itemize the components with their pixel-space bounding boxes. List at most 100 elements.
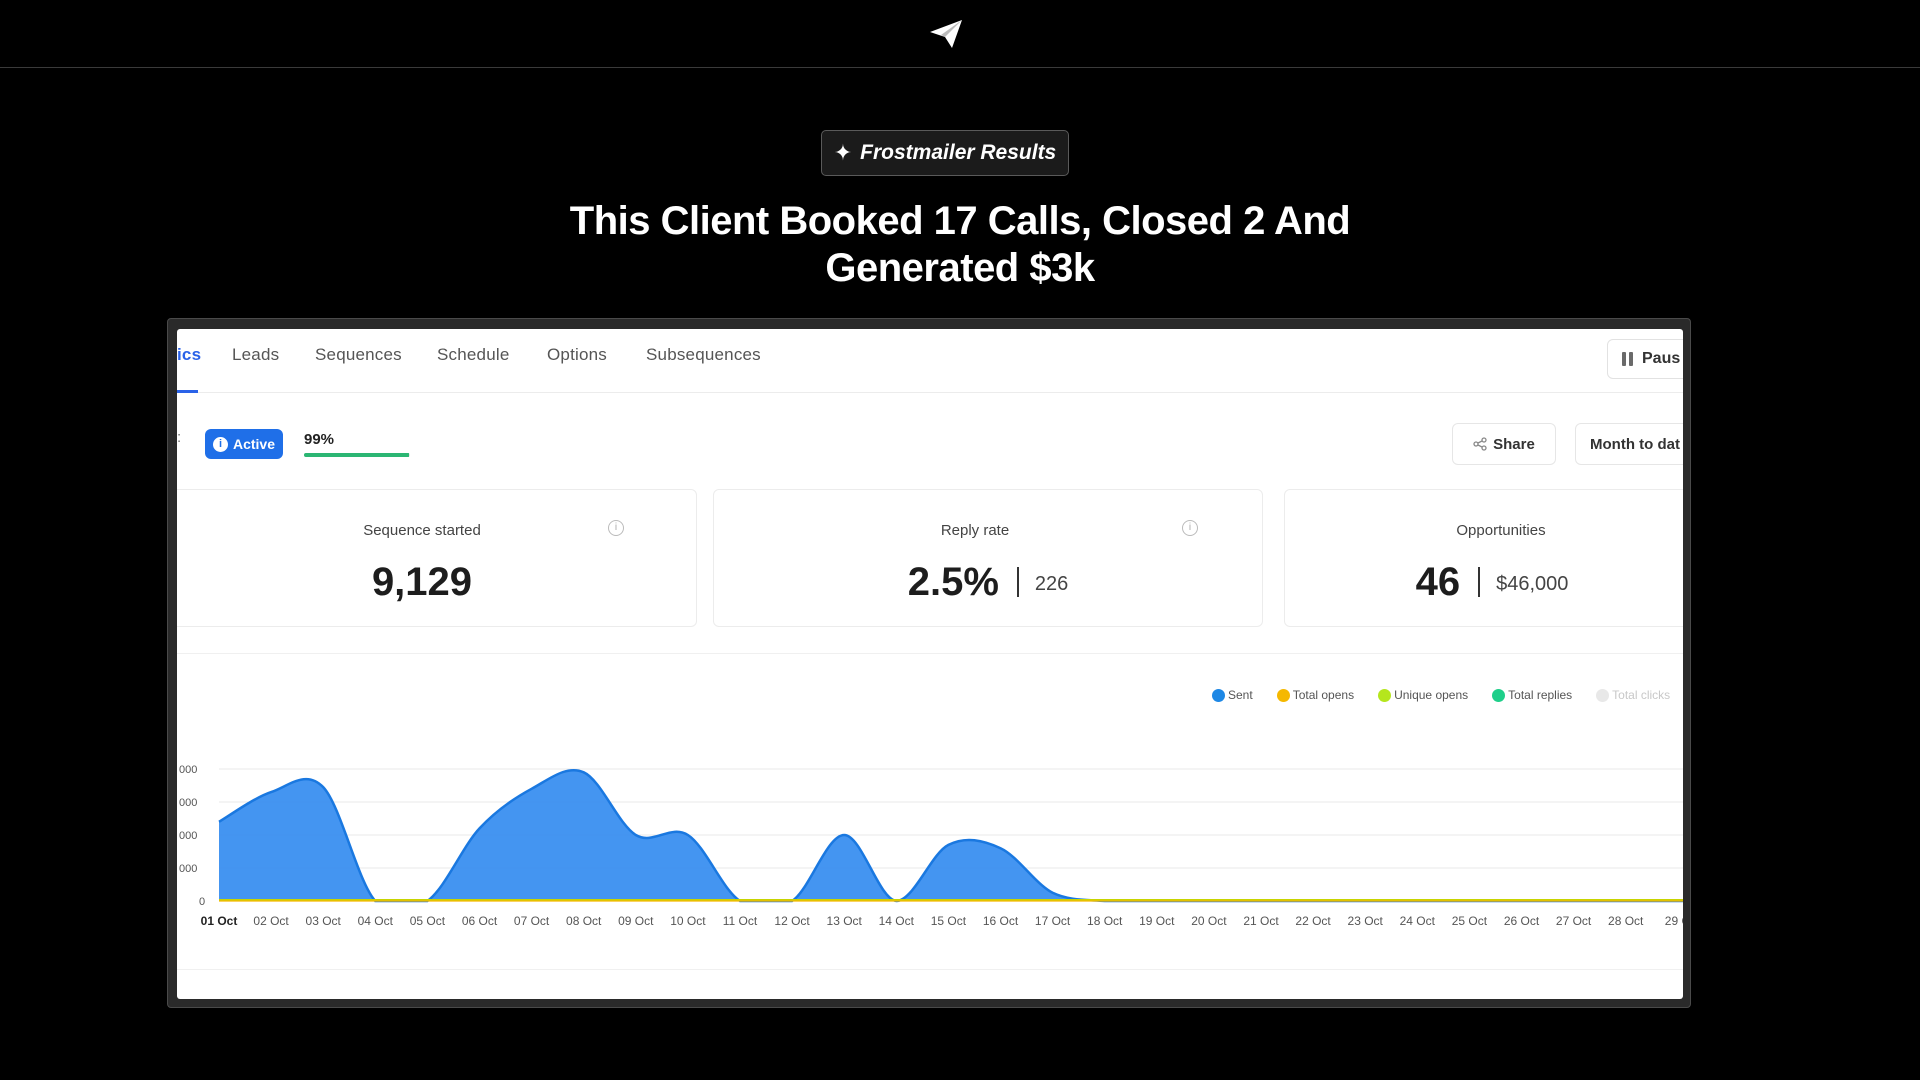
- x-tick-label: 29 O: [1665, 914, 1683, 928]
- tab-sequences[interactable]: Sequences: [315, 345, 402, 364]
- status-badge[interactable]: i Active: [205, 429, 283, 459]
- legend-item[interactable]: Sent: [1212, 685, 1253, 705]
- progress-percentage: 99%: [304, 431, 335, 448]
- results-badge: ✦ Frostmailer Results: [821, 130, 1069, 176]
- info-icon[interactable]: i: [608, 520, 624, 536]
- y-tick-label: 000: [179, 764, 197, 776]
- stat-card-sequence-started: Sequence started i 9,129: [177, 489, 697, 627]
- x-tick-label: 24 Oct: [1400, 914, 1436, 928]
- top-bar: [0, 0, 1920, 68]
- tab-analytics[interactable]: ics: [177, 345, 202, 364]
- legend-label: Unique opens: [1394, 688, 1469, 702]
- share-button-label: Share: [1493, 435, 1535, 453]
- info-icon[interactable]: i: [1182, 520, 1198, 536]
- x-tick-label: 06 Oct: [462, 914, 498, 928]
- x-tick-label: 15 Oct: [931, 914, 967, 928]
- stat-card-opportunities: Opportunities 46 $46,000: [1284, 489, 1683, 627]
- status-label-colon: :: [177, 429, 182, 446]
- headline-line-1: This Client Booked 17 Calls, Closed 2 An…: [569, 199, 1351, 243]
- x-tick-label: 02 Oct: [253, 914, 289, 928]
- paper-plane-icon[interactable]: [928, 18, 964, 50]
- x-tick-label: 18 Oct: [1087, 914, 1123, 928]
- date-range-select[interactable]: Month to dat: [1575, 423, 1683, 465]
- legend-dot: [1492, 688, 1506, 702]
- tab-subsequences[interactable]: Subsequences: [646, 345, 761, 364]
- tab-bar: ics Leads Sequences Schedule Options Sub…: [177, 329, 1683, 393]
- share-icon: [1473, 437, 1487, 451]
- legend-label: Total replies: [1508, 688, 1573, 702]
- x-tick-label: 16 Oct: [983, 914, 1019, 928]
- stat-card-value: 46 $46,000: [1283, 560, 1683, 605]
- x-tick-label: 22 Oct: [1295, 914, 1331, 928]
- y-tick-label: 000: [179, 830, 197, 842]
- legend-dot: [1276, 688, 1290, 702]
- stat-card-reply-rate: Reply rate i 2.5% 226: [713, 489, 1263, 627]
- results-badge-label: Frostmailer Results: [860, 141, 1057, 164]
- legend-dot: [1378, 688, 1392, 702]
- progress-bar: [304, 453, 410, 457]
- legend-dot: [1596, 688, 1610, 702]
- x-tick-label: 04 Oct: [358, 914, 394, 928]
- legend-label: Total clicks: [1612, 688, 1671, 702]
- tab-schedule[interactable]: Schedule: [437, 345, 510, 364]
- x-tick-label: 08 Oct: [566, 914, 602, 928]
- x-tick-label: 20 Oct: [1191, 914, 1227, 928]
- x-tick-label: 07 Oct: [514, 914, 550, 928]
- opportunities-value: $46,000: [1496, 572, 1569, 595]
- legend-dot: [1212, 688, 1225, 702]
- stat-card-value: 2.5% 226: [714, 560, 1262, 605]
- pause-button-label: Paus: [1642, 350, 1681, 367]
- divider: [177, 969, 1683, 970]
- sparkle-icon: ✦: [833, 140, 853, 165]
- x-tick-label: 05 Oct: [410, 914, 446, 928]
- opportunities-count: 46: [1415, 560, 1461, 604]
- active-tab-indicator: [177, 390, 198, 393]
- chart-panel: [177, 653, 1683, 969]
- x-tick-label: 19 Oct: [1139, 914, 1175, 928]
- x-tick-label: 11 Oct: [723, 914, 758, 928]
- page-headline: This Client Booked 17 Calls, Closed 2 An…: [460, 198, 1460, 292]
- x-tick-label: 10 Oct: [670, 914, 706, 928]
- pause-icon: [1622, 352, 1634, 366]
- x-tick-label: 09 Oct: [618, 914, 654, 928]
- progress-bar-fill: [304, 453, 409, 457]
- legend-item[interactable]: Total opens: [1276, 685, 1355, 705]
- x-tick-label: 17 Oct: [1035, 914, 1071, 928]
- x-tick-label: 14 Oct: [879, 914, 915, 928]
- stat-card-label: Opportunities: [1456, 522, 1546, 539]
- legend-label: Sent: [1228, 688, 1253, 702]
- x-tick-label: 26 Oct: [1504, 914, 1540, 928]
- headline-line-2: Generated $3k: [825, 246, 1095, 290]
- info-icon: i: [212, 436, 228, 452]
- y-tick-label: 0: [199, 896, 205, 908]
- x-tick-label: 21 Oct: [1243, 914, 1279, 928]
- x-tick-label: 13 Oct: [827, 914, 863, 928]
- series-sent-area: [219, 770, 1683, 901]
- x-tick-label: 27 Oct: [1556, 914, 1592, 928]
- y-tick-label: 000: [179, 797, 197, 809]
- x-tick-label: 01 Oct: [201, 914, 238, 928]
- x-tick-label: 25 Oct: [1452, 914, 1488, 928]
- legend-item[interactable]: Unique opens: [1378, 685, 1468, 705]
- x-tick-label: 12 Oct: [774, 914, 810, 928]
- reply-count: 226: [1034, 572, 1069, 595]
- stat-card-label: Reply rate: [940, 522, 1010, 539]
- legend-label: Total opens: [1292, 688, 1355, 702]
- y-tick-label: 000: [179, 863, 197, 875]
- x-tick-label: 23 Oct: [1348, 914, 1384, 928]
- x-tick-label: 03 Oct: [306, 914, 342, 928]
- x-tick-label: 28 Oct: [1608, 914, 1644, 928]
- analytics-screenshot: ics Leads Sequences Schedule Options Sub…: [177, 329, 1683, 999]
- tab-options[interactable]: Options: [547, 345, 607, 364]
- status-badge-label: Active: [232, 436, 276, 452]
- pause-button[interactable]: Paus: [1607, 339, 1683, 379]
- tab-leads[interactable]: Leads: [232, 345, 280, 364]
- stat-card-label: Sequence started: [363, 522, 481, 539]
- legend-item[interactable]: Total clicks: [1596, 685, 1670, 705]
- reply-rate-value: 2.5%: [907, 560, 999, 604]
- stat-card-value: 9,129: [371, 560, 473, 604]
- share-button[interactable]: Share: [1452, 423, 1556, 465]
- legend-item[interactable]: Total replies: [1492, 685, 1572, 705]
- chart-legend: Sent Total opens Unique opens Total replies…: [1212, 685, 1670, 705]
